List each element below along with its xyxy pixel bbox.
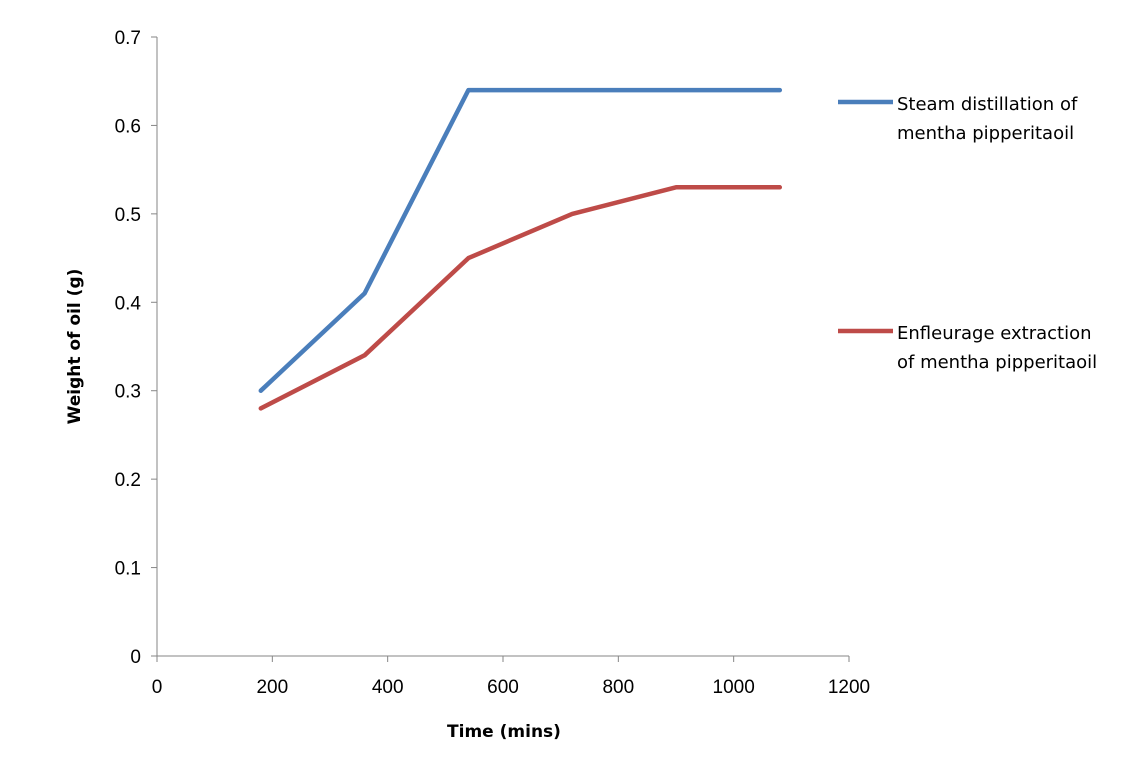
x-tick-label: 0 (152, 677, 163, 698)
series-line-1 (258, 87, 783, 393)
y-tick-label: 0.6 (115, 116, 141, 137)
y-tick-label: 0.5 (115, 205, 141, 226)
y-tick-label: 0.3 (115, 382, 141, 403)
x-tick-label: 1200 (828, 677, 870, 698)
y-tick-label: 0.2 (115, 470, 141, 491)
series-layer (258, 87, 783, 411)
x-axis: 0 200 400 600 800 1000 1200 (152, 655, 870, 698)
legend-label: mentha pipperitaoil (897, 123, 1074, 144)
x-tick-label: 600 (487, 677, 519, 698)
y-tick-label: 0.4 (115, 293, 142, 314)
x-tick-label: 400 (372, 677, 404, 698)
legend-item-1: Steam distillation of mentha pipperitaoil (838, 94, 1078, 144)
x-axis-title: Time (mins) (447, 722, 561, 742)
x-tick-label: 200 (256, 677, 288, 698)
x-tick-label: 800 (602, 677, 634, 698)
y-tick-label: 0.1 (115, 559, 141, 580)
legend-item-2: Enfleurage extraction of mentha pipperita… (838, 323, 1097, 373)
legend-label: Enfleurage extraction (897, 323, 1092, 344)
y-tick-label: 0 (130, 647, 141, 668)
y-tick-label: 0.7 (115, 28, 141, 49)
legend-label: Steam distillation of (897, 94, 1078, 115)
y-axis: 0 0.1 0.2 0.3 0.4 0.5 0.6 0.7 (115, 28, 158, 668)
legend-label: of mentha pipperitaoil (897, 352, 1097, 373)
x-tick-label: 1000 (713, 677, 755, 698)
series-line-2 (258, 185, 783, 411)
legend: Steam distillation of mentha pipperitaoil… (838, 94, 1097, 373)
y-axis-title: Weight of oil (g) (65, 269, 85, 425)
